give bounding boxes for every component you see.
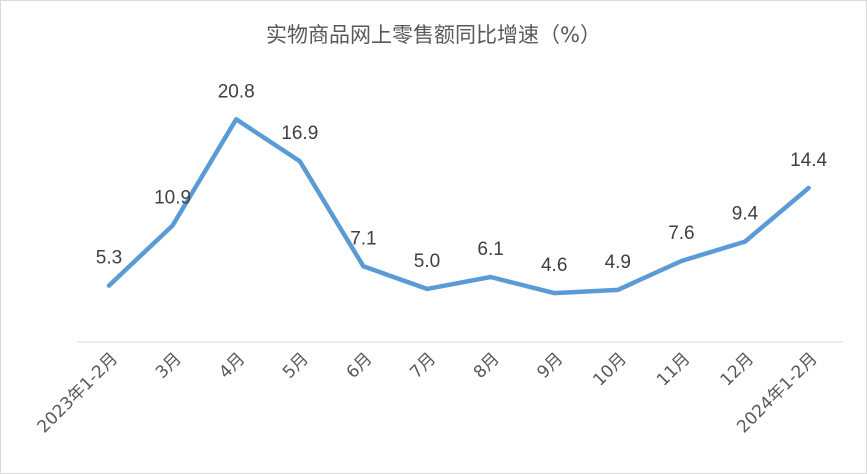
chart-title: 实物商品网上零售额同比增速（%） <box>266 23 601 47</box>
data-label: 5.3 <box>96 248 122 269</box>
data-label: 20.8 <box>218 81 255 102</box>
x-tick-label: 3月 <box>152 349 186 383</box>
data-label: 16.9 <box>281 123 318 144</box>
data-point <box>679 258 684 263</box>
data-label: 4.6 <box>541 255 567 276</box>
x-tick-label: 4月 <box>215 349 249 383</box>
data-label: 7.1 <box>350 228 376 249</box>
x-tick-label: 7月 <box>406 349 440 383</box>
data-point <box>297 159 302 164</box>
x-tick-label: 2023年1-2月 <box>34 349 122 437</box>
data-label: 14.4 <box>790 150 827 171</box>
data-label: 6.1 <box>477 239 503 260</box>
data-point <box>425 286 429 291</box>
series-layer <box>106 117 811 296</box>
data-labels-layer: 5.3 10.9 20.8 16.9 7.1 5.0 6.1 4.6 4.9 7.6 9.4 14.4 <box>96 81 828 276</box>
x-tick-label: 11月 <box>653 349 694 390</box>
x-tick-label: 6月 <box>343 349 377 383</box>
data-point <box>170 223 175 228</box>
x-tick-label: 10月 <box>589 349 630 390</box>
data-point <box>743 239 747 244</box>
data-point <box>615 287 620 292</box>
data-point <box>552 291 557 296</box>
series-line <box>106 117 811 296</box>
data-label: 4.9 <box>605 252 631 273</box>
x-tick-label: 5月 <box>279 349 313 383</box>
x-tick-label: 12月 <box>717 349 758 390</box>
data-point <box>488 275 493 280</box>
data-label: 5.0 <box>414 251 440 272</box>
data-label: 9.4 <box>732 204 759 225</box>
data-label: 10.9 <box>154 188 191 209</box>
data-label: 7.6 <box>668 223 694 244</box>
x-tick-labels-layer: 2023年1-2月 3月 4月 5月 6月 7月 8月 9月 10月 11月 12月2024年1-2… <box>34 349 822 437</box>
data-point <box>361 264 366 269</box>
x-tick-label: 8月 <box>470 349 504 383</box>
x-tick-label: 9月 <box>533 349 567 383</box>
data-point <box>234 117 239 122</box>
data-point <box>107 283 111 288</box>
data-point <box>806 185 811 190</box>
